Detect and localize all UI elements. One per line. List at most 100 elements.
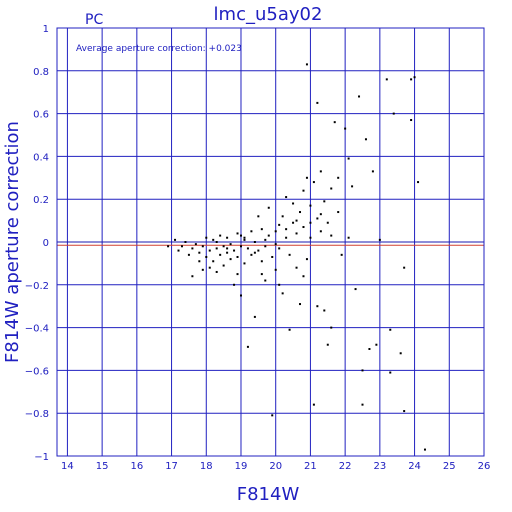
data-point <box>281 215 284 218</box>
data-point <box>309 204 312 207</box>
x-tick-label: 16 <box>130 461 143 472</box>
data-point <box>236 232 239 235</box>
data-point <box>333 121 336 124</box>
data-point <box>326 343 329 346</box>
data-point <box>253 315 256 318</box>
data-point <box>198 260 201 263</box>
data-point <box>246 345 249 348</box>
data-point <box>378 238 381 241</box>
data-point <box>292 202 295 205</box>
data-point <box>295 232 298 235</box>
data-point <box>316 217 319 220</box>
data-point <box>205 255 208 258</box>
chart-title: lmc_u5ay02 <box>214 4 323 25</box>
data-point <box>288 328 291 331</box>
data-point <box>292 221 295 224</box>
data-point <box>347 236 350 239</box>
data-point <box>413 76 416 79</box>
data-point <box>323 200 326 203</box>
data-point <box>375 343 378 346</box>
data-point <box>288 253 291 256</box>
data-point <box>226 247 229 250</box>
y-tick-label: −1 <box>34 452 49 463</box>
y-tick-label: 0 <box>43 238 49 249</box>
data-point <box>302 226 305 229</box>
data-point <box>260 228 263 231</box>
data-point <box>187 253 190 256</box>
data-point <box>278 247 281 250</box>
data-point <box>309 221 312 224</box>
data-point <box>299 211 302 214</box>
data-point <box>250 253 253 256</box>
data-point <box>337 211 340 214</box>
data-point <box>229 258 232 261</box>
data-point <box>253 251 256 254</box>
data-point <box>312 403 315 406</box>
data-point <box>201 245 204 248</box>
y-tick-label: −0.6 <box>25 366 49 377</box>
y-tick-label: 0.8 <box>33 67 49 78</box>
data-point <box>215 270 218 273</box>
plot-frame <box>56 27 485 457</box>
y-tick-labels: −1 −0.8 −0.6 −0.4 −0.2 0 0.2 0.4 0.6 0.8 1 <box>25 24 49 463</box>
data-point <box>385 78 388 81</box>
data-point <box>167 245 170 248</box>
data-point <box>264 245 267 248</box>
data-point <box>205 236 208 239</box>
data-point <box>295 219 298 222</box>
data-point <box>212 238 215 241</box>
data-point <box>319 230 322 233</box>
data-point <box>319 170 322 173</box>
data-point <box>344 127 347 130</box>
data-point <box>368 348 371 350</box>
x-tick-label: 15 <box>96 461 109 472</box>
y-tick-label: 0.4 <box>33 152 49 163</box>
data-point <box>305 63 308 66</box>
x-tick-label: 18 <box>200 461 213 472</box>
data-point <box>194 243 197 246</box>
data-point <box>403 266 406 269</box>
data-point <box>198 251 201 254</box>
data-point <box>410 119 413 122</box>
data-point <box>219 253 222 256</box>
y-tick-label: −0.2 <box>25 281 49 292</box>
data-point <box>361 369 364 372</box>
data-point <box>215 247 218 250</box>
data-point <box>305 176 308 179</box>
data-point <box>243 262 246 265</box>
data-point <box>222 264 225 267</box>
y-tick-label: 0.6 <box>33 110 49 121</box>
x-axis-label: F814W <box>237 484 300 505</box>
data-point <box>208 249 211 252</box>
x-tick-label: 23 <box>373 461 386 472</box>
data-point <box>222 245 225 248</box>
data-point <box>305 258 308 261</box>
data-point <box>371 170 374 173</box>
x-tick-label: 22 <box>339 461 352 472</box>
data-point <box>285 228 288 231</box>
y-tick-label: 0.2 <box>33 195 49 206</box>
data-point <box>323 309 326 312</box>
data-point <box>274 243 277 246</box>
data-point <box>316 101 319 104</box>
corner-label: PC <box>85 12 103 28</box>
data-point <box>257 249 260 252</box>
y-axis-label: F814W aperture correction <box>2 121 23 363</box>
data-point <box>267 206 270 209</box>
data-point <box>208 266 211 269</box>
data-point <box>177 249 180 252</box>
data-point <box>212 260 215 263</box>
data-point <box>281 292 284 295</box>
data-point <box>267 234 270 237</box>
x-tick-label: 26 <box>478 461 491 472</box>
data-point <box>239 234 242 237</box>
data-point <box>253 241 256 243</box>
data-point <box>319 213 322 216</box>
data-point <box>285 236 288 239</box>
data-point <box>285 196 288 199</box>
data-point <box>274 230 277 233</box>
data-point <box>410 78 413 81</box>
data-point <box>250 230 253 233</box>
data-point <box>271 414 274 417</box>
